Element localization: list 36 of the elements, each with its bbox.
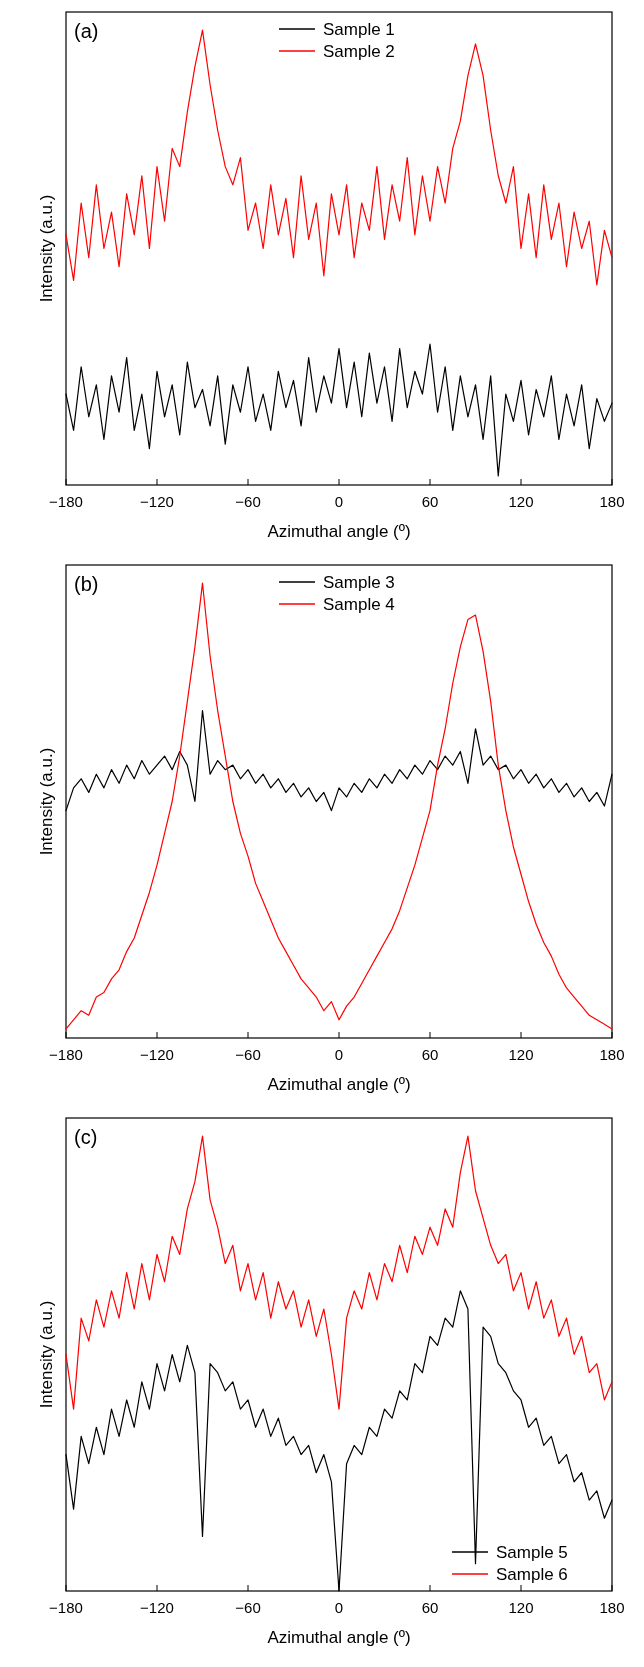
annotation: (c) bbox=[74, 1126, 98, 1148]
x-tick-label: 120 bbox=[508, 493, 534, 510]
y-axis-title: Intensity (a.u.) bbox=[37, 1300, 56, 1409]
x-tick-label: −120 bbox=[140, 493, 174, 510]
x-axis-title: Azimuthal angle (º) bbox=[267, 1075, 411, 1094]
legend-label: Sample 3 bbox=[323, 573, 395, 592]
x-tick-label: 120 bbox=[508, 1599, 534, 1616]
x-tick-label: 0 bbox=[334, 1599, 344, 1616]
x-tick-label: −180 bbox=[49, 1599, 83, 1616]
x-tick-label: 60 bbox=[421, 493, 439, 510]
y-axis-title: Intensity (a.u.) bbox=[37, 194, 56, 303]
x-tick-label: −60 bbox=[235, 493, 261, 510]
legend-label: Sample 6 bbox=[496, 1565, 568, 1584]
x-tick-label: 0 bbox=[334, 493, 344, 510]
x-axis-title: Azimuthal angle (º) bbox=[267, 522, 411, 541]
x-tick-label: −180 bbox=[49, 493, 83, 510]
x-tick-label: −60 bbox=[235, 1046, 261, 1063]
x-tick-label: 60 bbox=[421, 1599, 439, 1616]
x-tick-label: −60 bbox=[235, 1599, 261, 1616]
annotation: (b) bbox=[74, 573, 99, 595]
legend-label: Sample 2 bbox=[323, 42, 395, 61]
legend-label: Sample 4 bbox=[323, 595, 395, 614]
legend-label: Sample 5 bbox=[496, 1543, 568, 1562]
x-tick-label: 60 bbox=[421, 1046, 439, 1063]
x-tick-label: 180 bbox=[599, 493, 625, 510]
y-axis-title: Intensity (a.u.) bbox=[37, 747, 56, 856]
legend-label: Sample 1 bbox=[323, 20, 395, 39]
x-axis-title: Azimuthal angle (º) bbox=[267, 1628, 411, 1647]
x-tick-label: 0 bbox=[334, 1046, 344, 1063]
x-tick-label: −120 bbox=[140, 1046, 174, 1063]
x-tick-label: −180 bbox=[49, 1046, 83, 1063]
x-tick-label: 180 bbox=[599, 1599, 625, 1616]
x-tick-label: −120 bbox=[140, 1599, 174, 1616]
x-tick-label: 120 bbox=[508, 1046, 534, 1063]
annotation: (a) bbox=[74, 20, 99, 42]
x-tick-label: 180 bbox=[599, 1046, 625, 1063]
